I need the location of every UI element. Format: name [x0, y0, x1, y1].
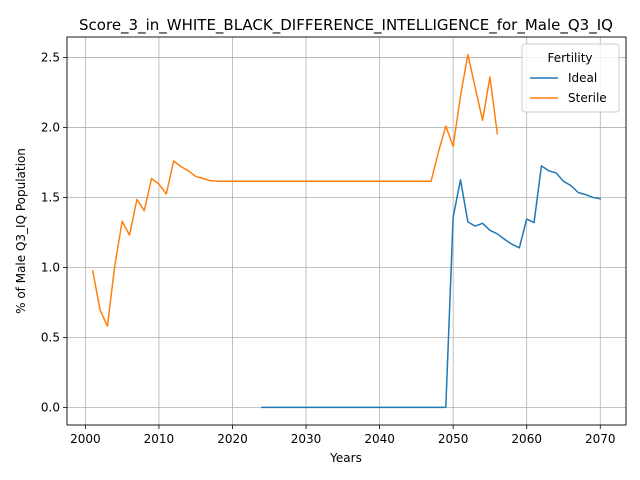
axis-ticks: 2000 2010 2020 2030 2040 2050 2060 2070 0.0 0.5 1.… [41, 50, 616, 446]
legend-label-sterile: Sterile [568, 91, 607, 105]
series-line-ideal [261, 165, 602, 409]
x-tick-label: 2000 [70, 432, 101, 446]
y-axis-label: % of Male Q3_IQ Population [14, 148, 28, 314]
x-tick-label: 2070 [585, 432, 616, 446]
x-tick-label: 2060 [511, 432, 542, 446]
y-tick-label: 2.0 [41, 120, 60, 134]
y-tick-label: 1.0 [41, 260, 60, 274]
x-axis-label: Years [329, 451, 362, 465]
series-line-sterile [91, 53, 499, 327]
legend: Fertility Ideal Sterile [521, 43, 620, 113]
x-tick-label: 2040 [364, 432, 395, 446]
x-tick-label: 2020 [217, 432, 248, 446]
chart-title: Score_3_in_WHITE_BLACK_DIFFERENCE_INTELL… [79, 16, 613, 35]
y-tick-label: 1.5 [41, 190, 60, 204]
legend-box [521, 43, 620, 113]
grid [67, 37, 626, 425]
y-tick-label: 0.0 [41, 400, 60, 414]
x-tick-label: 2010 [144, 432, 175, 446]
x-tick-label: 2050 [438, 432, 469, 446]
series-lines [91, 53, 602, 409]
plot-frame [66, 36, 627, 426]
legend-label-ideal: Ideal [568, 71, 597, 85]
y-tick-label: 0.5 [41, 330, 60, 344]
y-tick-label: 2.5 [41, 50, 60, 64]
legend-title: Fertility [547, 51, 592, 65]
x-tick-label: 2030 [291, 432, 322, 446]
